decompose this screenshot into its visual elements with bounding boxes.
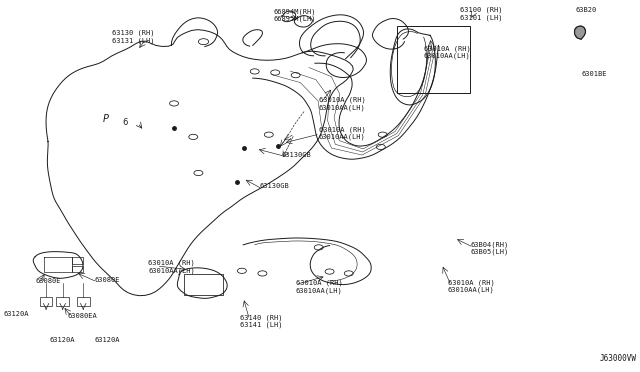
Text: 63010A (RH)
63010AA(LH): 63010A (RH) 63010AA(LH)	[148, 260, 195, 274]
Text: 63010A (RH)
63010AA(LH): 63010A (RH) 63010AA(LH)	[319, 97, 365, 111]
Text: 63130GB: 63130GB	[282, 152, 311, 158]
Text: 63B20: 63B20	[576, 7, 597, 13]
Bar	[72, 266, 83, 272]
Text: 6: 6	[122, 118, 127, 126]
Text: J63000VW: J63000VW	[600, 354, 637, 363]
Text: 63080E: 63080E	[95, 277, 120, 283]
Text: 63120A: 63120A	[3, 311, 29, 317]
Text: 63120A: 63120A	[95, 337, 120, 343]
Text: 63B04(RH)
63B05(LH): 63B04(RH) 63B05(LH)	[470, 241, 509, 255]
Bar	[184, 274, 223, 295]
Polygon shape	[575, 26, 586, 39]
Text: 63010A (RH)
63010AA(LH): 63010A (RH) 63010AA(LH)	[448, 279, 495, 293]
Text: 63010A (RH)
63010AA(LH): 63010A (RH) 63010AA(LH)	[424, 45, 470, 60]
Text: 6301BE: 6301BE	[581, 71, 607, 77]
Text: P: P	[102, 114, 109, 124]
Text: 63130 (RH)
63131 (LH): 63130 (RH) 63131 (LH)	[112, 30, 154, 44]
Bar	[72, 257, 83, 264]
Bar	[40, 297, 52, 306]
Text: 66894M(RH)
66895M(LH): 66894M(RH) 66895M(LH)	[274, 8, 316, 22]
Text: 63120A: 63120A	[50, 337, 76, 343]
Text: 63140 (RH)
63141 (LH): 63140 (RH) 63141 (LH)	[240, 314, 282, 328]
Text: 63130GB: 63130GB	[260, 183, 289, 189]
Bar	[56, 297, 69, 306]
Text: 63010A (RH)
63010AA(LH): 63010A (RH) 63010AA(LH)	[296, 280, 342, 294]
Bar	[397, 26, 470, 93]
Text: 63010A (RH)
63010AA(LH): 63010A (RH) 63010AA(LH)	[319, 126, 365, 141]
Bar	[77, 297, 90, 306]
Text: 63100 (RH)
63101 (LH): 63100 (RH) 63101 (LH)	[460, 7, 502, 21]
Text: 63080E: 63080E	[35, 278, 61, 284]
Text: 63080EA: 63080EA	[67, 313, 97, 319]
